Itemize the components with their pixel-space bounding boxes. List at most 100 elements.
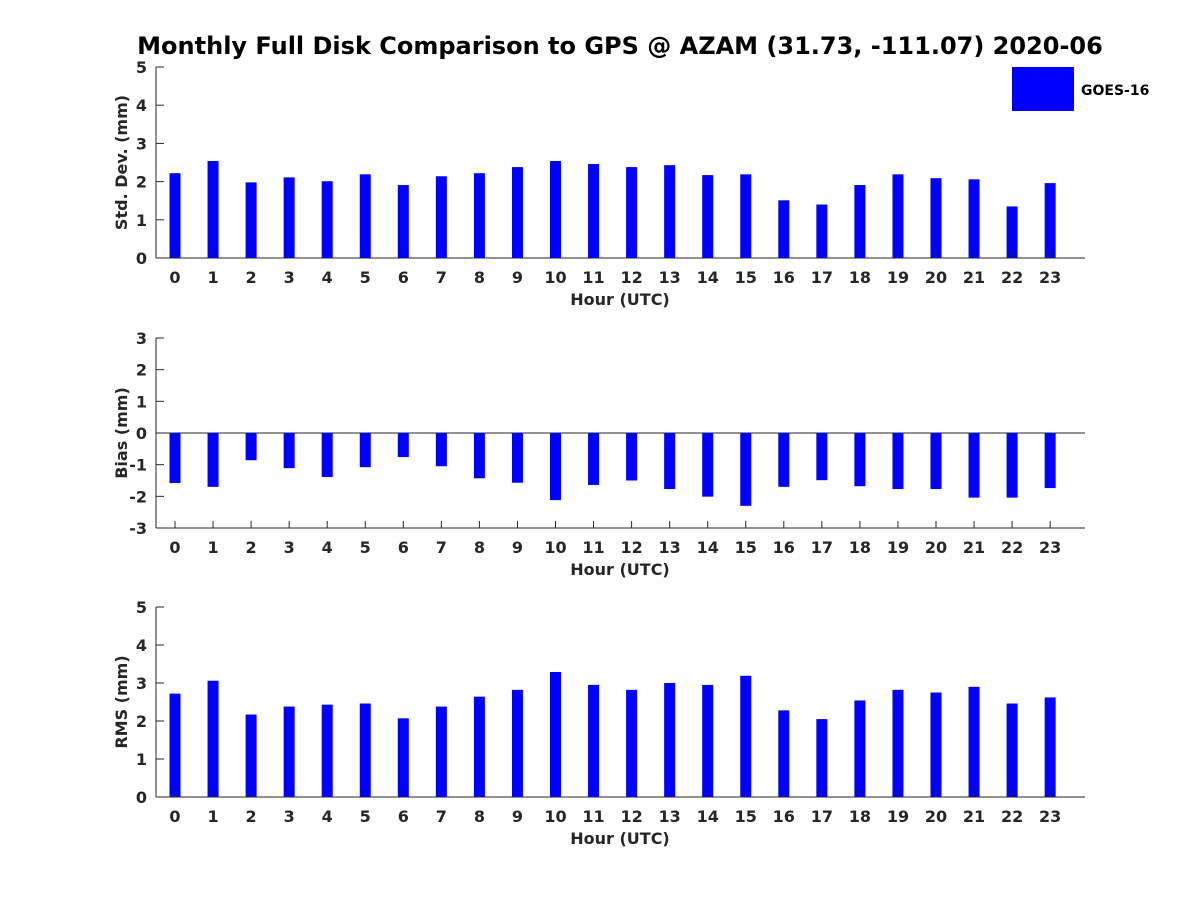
x-tick-label: 7: [436, 807, 447, 826]
bar: [930, 692, 942, 797]
bar: [1044, 183, 1056, 258]
bar: [740, 174, 752, 258]
x-tick-label: 14: [697, 807, 719, 826]
bar: [588, 684, 600, 797]
bar: [930, 433, 942, 490]
x-axis-label: Hour (UTC): [570, 290, 670, 309]
bar: [892, 433, 904, 490]
x-tick-label: 19: [887, 268, 909, 287]
bar: [702, 433, 714, 497]
bar: [778, 710, 790, 797]
x-tick-label: 6: [398, 538, 409, 557]
bar: [511, 433, 523, 483]
bar: [169, 173, 181, 258]
x-tick-label: 8: [474, 807, 485, 826]
x-tick-label: 11: [582, 538, 604, 557]
x-tick-label: 1: [207, 807, 218, 826]
bar: [588, 433, 600, 485]
x-tick-label: 23: [1039, 538, 1061, 557]
x-tick-label: 6: [398, 807, 409, 826]
x-tick-label: 13: [659, 807, 681, 826]
y-tick-label: 2: [136, 361, 147, 380]
bar: [968, 179, 980, 258]
x-tick-label: 15: [735, 268, 757, 287]
bar: [511, 689, 523, 797]
x-tick-label: 10: [544, 538, 566, 557]
bar: [283, 706, 295, 797]
bar: [1044, 697, 1056, 797]
bar: [626, 433, 638, 481]
y-tick-label: 4: [136, 636, 147, 655]
y-axis-label: Bias (mm): [112, 387, 131, 479]
bar: [359, 703, 371, 797]
bar: [207, 433, 219, 487]
x-tick-label: 8: [474, 268, 485, 287]
x-tick-label: 19: [887, 538, 909, 557]
x-tick-label: 12: [620, 807, 642, 826]
y-tick-label: 5: [136, 58, 147, 77]
x-tick-label: 9: [512, 807, 523, 826]
y-tick-label: 1: [136, 392, 147, 411]
x-tick-label: 4: [322, 538, 333, 557]
bar: [664, 683, 676, 797]
bar: [283, 177, 295, 258]
bar: [435, 706, 447, 797]
x-tick-label: 15: [735, 538, 757, 557]
x-tick-label: 0: [169, 807, 180, 826]
x-tick-label: 17: [811, 538, 833, 557]
x-tick-label: 3: [284, 807, 295, 826]
x-tick-label: 17: [811, 807, 833, 826]
y-tick-label: -1: [129, 456, 147, 475]
y-axis-label: Std. Dev. (mm): [112, 95, 131, 230]
y-axis-label: RMS (mm): [112, 655, 131, 748]
bar: [550, 671, 561, 797]
bar: [550, 160, 561, 258]
y-tick-label: 2: [136, 173, 147, 192]
bar: [1006, 206, 1018, 258]
bar: [245, 714, 257, 797]
bar: [207, 160, 219, 258]
x-tick-label: 2: [246, 538, 257, 557]
bar: [245, 182, 257, 258]
x-tick-label: 6: [398, 268, 409, 287]
x-tick-label: 11: [582, 807, 604, 826]
y-tick-label: 0: [136, 424, 147, 443]
bar: [854, 700, 866, 797]
y-tick-label: 5: [136, 598, 147, 617]
bar: [968, 686, 980, 797]
x-tick-label: 5: [360, 807, 371, 826]
bar: [664, 433, 676, 490]
chart-title: Monthly Full Disk Comparison to GPS @ AZ…: [137, 32, 1103, 60]
bar: [892, 174, 904, 258]
x-tick-label: 12: [620, 268, 642, 287]
y-tick-label: 3: [136, 134, 147, 153]
y-tick-label: -3: [129, 519, 147, 538]
x-tick-label: 10: [544, 807, 566, 826]
bar: [359, 174, 371, 258]
x-tick-label: 8: [474, 538, 485, 557]
x-tick-label: 4: [322, 807, 333, 826]
bar: [511, 167, 523, 258]
x-tick-label: 12: [620, 538, 642, 557]
bar: [854, 433, 866, 487]
x-tick-label: 0: [169, 538, 180, 557]
bar: [397, 185, 409, 258]
x-tick-label: 7: [436, 538, 447, 557]
x-tick-label: 20: [925, 538, 947, 557]
x-tick-label: 21: [963, 538, 985, 557]
bar: [550, 433, 561, 501]
x-tick-label: 15: [735, 807, 757, 826]
y-tick-label: 2: [136, 712, 147, 731]
y-tick-label: -2: [129, 487, 147, 506]
x-tick-label: 13: [659, 538, 681, 557]
x-tick-label: 13: [659, 268, 681, 287]
y-tick-label: 3: [136, 329, 147, 348]
x-tick-label: 16: [773, 807, 795, 826]
bar: [740, 675, 752, 797]
bar: [892, 689, 904, 797]
x-tick-label: 17: [811, 268, 833, 287]
x-tick-label: 23: [1039, 807, 1061, 826]
bar: [169, 693, 181, 797]
